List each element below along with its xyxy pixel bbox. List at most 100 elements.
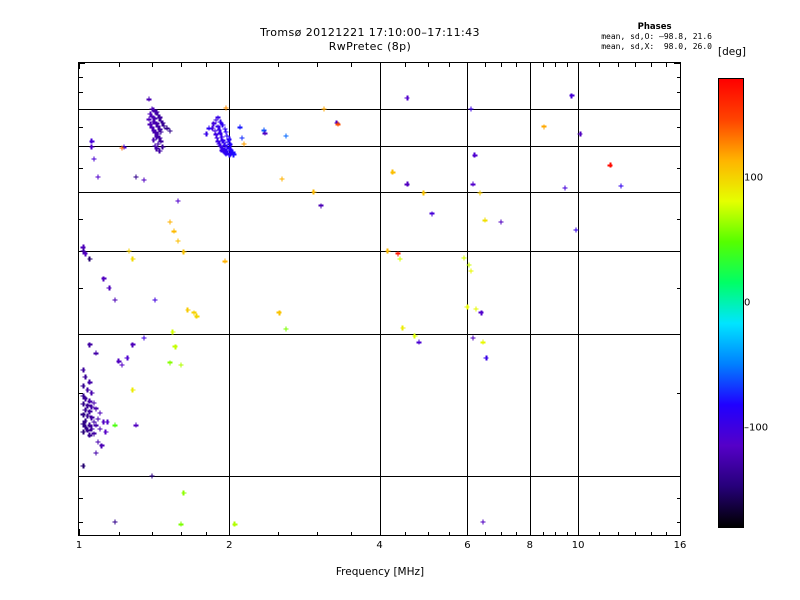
plot-title-line1: Tromsø 20121221 17:10:00–17:11:43 (260, 26, 480, 39)
data-point (318, 203, 324, 209)
x-axis-tick (484, 531, 486, 535)
data-point (226, 136, 232, 142)
data-point (93, 350, 99, 356)
x-axis-tick (229, 63, 231, 69)
data-point (178, 362, 184, 368)
data-point (82, 418, 88, 424)
x-axis-tick-label: 4 (376, 540, 383, 551)
y-axis-tick (79, 191, 85, 193)
x-axis-tick (567, 63, 568, 67)
y-axis-tick (676, 497, 680, 499)
data-point (87, 379, 93, 385)
data-point (154, 134, 159, 139)
colorbar-tick-label: –100 (744, 422, 769, 434)
data-point (219, 134, 224, 140)
data-point (191, 310, 197, 316)
data-point (214, 135, 220, 141)
y-axis-tick (674, 250, 680, 252)
data-point (224, 133, 230, 139)
data-point (167, 360, 173, 365)
data-point (466, 262, 472, 268)
data-point (237, 124, 243, 130)
data-point (155, 124, 161, 130)
data-point (152, 130, 158, 136)
data-point (93, 422, 99, 428)
y-axis-title: Stationary phase Virtual Height [km] (0, 199, 1, 401)
y-axis-tick (674, 476, 680, 477)
x-axis-tick-label: 6 (464, 540, 471, 551)
data-point (217, 130, 223, 136)
data-point (483, 355, 489, 361)
data-point (412, 333, 417, 339)
data-point (397, 256, 403, 262)
data-point (480, 519, 486, 525)
colorbar-tick-label: 100 (744, 172, 764, 184)
data-point (222, 150, 228, 156)
data-point (89, 415, 95, 421)
x-axis-tick-label: 8 (526, 540, 533, 551)
data-point (151, 107, 156, 113)
data-point (80, 248, 86, 254)
y-axis-tick (676, 219, 680, 221)
data-point (80, 421, 86, 427)
grid-line-vertical (379, 63, 381, 535)
data-point (400, 325, 406, 331)
data-point (119, 145, 125, 151)
y-axis-tick (79, 476, 85, 477)
data-point (223, 129, 229, 135)
x-axis-tick-label: 10 (571, 540, 585, 551)
x-axis-tick (277, 531, 279, 535)
x-axis-tick (79, 63, 80, 69)
x-axis-tick (350, 531, 352, 535)
data-point (283, 326, 289, 332)
data-point (283, 133, 289, 139)
data-point (221, 149, 227, 155)
data-point (569, 93, 574, 98)
x-axis-tick (529, 529, 531, 535)
x-axis-tick (617, 531, 619, 535)
data-point (85, 387, 90, 393)
y-axis-tick (676, 521, 680, 523)
data-point (146, 96, 152, 102)
y-axis-tick (674, 191, 680, 193)
data-point (101, 419, 107, 425)
data-point (151, 119, 156, 125)
x-axis-tick (229, 529, 231, 535)
x-axis-tick (350, 63, 352, 67)
data-point (82, 374, 88, 380)
phase-stats-o-mode: mean, sd,O: –98.8, 21.6 (601, 32, 712, 41)
data-point (152, 297, 158, 303)
data-point (130, 387, 135, 393)
data-point (124, 355, 130, 361)
data-point (155, 131, 161, 137)
data-point (116, 358, 121, 364)
phase-stats-header: Phases (637, 22, 672, 32)
x-axis-tick (598, 531, 600, 535)
data-point (154, 121, 159, 127)
data-point (80, 429, 86, 435)
x-axis-tick (448, 531, 450, 535)
x-axis-tick (515, 63, 517, 67)
data-point (241, 141, 247, 147)
data-point (209, 125, 215, 131)
data-point (147, 121, 153, 127)
data-point (224, 144, 230, 150)
data-point (194, 313, 200, 319)
data-point (472, 152, 477, 158)
x-axis-tick (151, 531, 153, 535)
y-axis-tick (676, 77, 680, 79)
x-axis-tick (467, 529, 469, 535)
data-point (106, 285, 112, 291)
x-axis-tick (484, 63, 486, 67)
data-point (222, 146, 228, 152)
x-axis-tick (542, 63, 544, 67)
data-point (223, 151, 229, 157)
colorbar (718, 78, 744, 528)
data-point (335, 121, 341, 127)
y-axis-tick (674, 108, 680, 110)
y-axis-tick (79, 77, 83, 79)
data-point (618, 183, 624, 189)
data-point (482, 217, 488, 223)
y-axis-tick (79, 167, 83, 169)
data-point (473, 306, 479, 312)
